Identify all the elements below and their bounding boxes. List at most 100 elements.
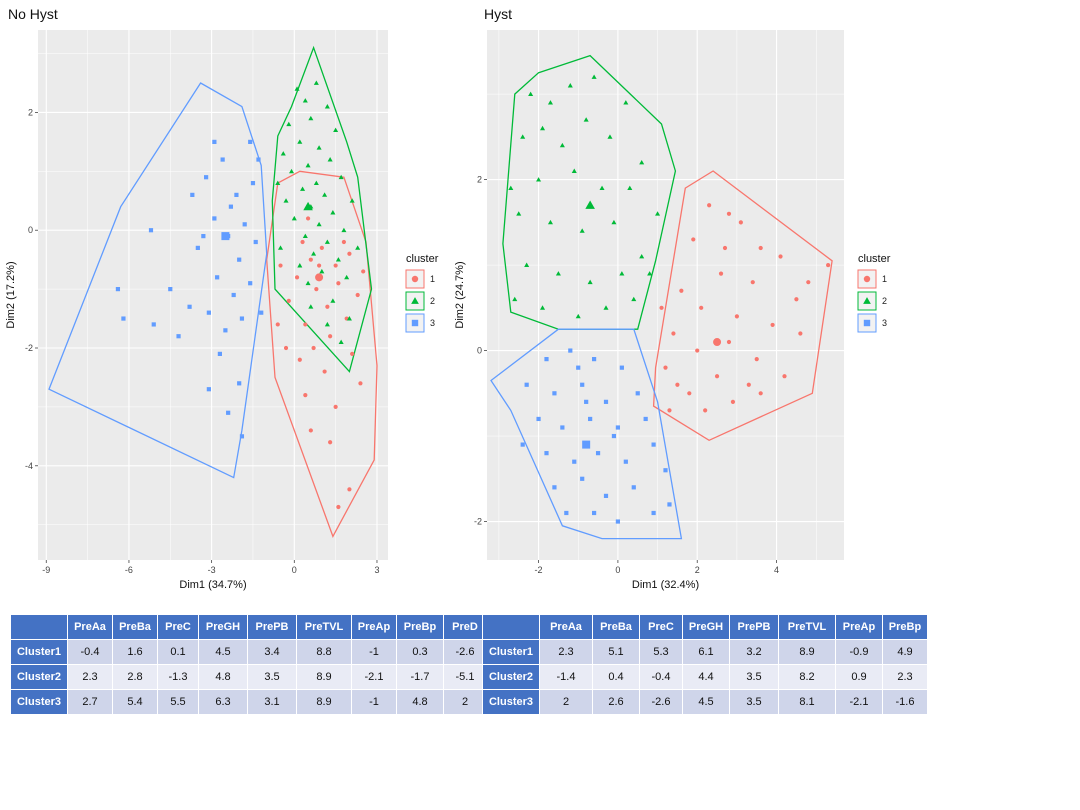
data-point-cluster-3	[212, 139, 217, 144]
data-point-cluster-2	[567, 83, 573, 88]
data-point-cluster-3	[239, 434, 245, 439]
column-header: PreGH	[198, 614, 248, 640]
data-point-cluster-1	[303, 322, 308, 327]
data-point-cluster-2	[316, 221, 322, 227]
data-point-cluster-2	[308, 115, 314, 121]
table-cell: 3.5	[247, 664, 297, 690]
data-point-cluster-3	[663, 468, 668, 473]
table-row: Cluster3 2.7 5.4 5.5 6.3 3.1 8.9 -1 4.8 2	[10, 689, 487, 715]
data-point-cluster-3	[248, 281, 253, 286]
plot-panel-1: -2 0 2 4 -2 0 2 Dim1 (32.4%) Dim2 (24.7%) cluster…	[454, 30, 891, 591]
data-point-cluster-2	[524, 262, 530, 267]
column-header: PreD	[443, 614, 487, 640]
data-point-cluster-3	[588, 416, 593, 422]
table-cell: 0.1	[157, 639, 199, 665]
data-point-cluster-3	[592, 510, 597, 516]
y-axis-title: Dim2 (17.2%)	[5, 261, 17, 328]
data-point-cluster-3	[643, 416, 648, 422]
data-point-cluster-3	[603, 399, 609, 404]
data-point-cluster-3	[201, 234, 206, 239]
data-point-cluster-1	[687, 391, 692, 396]
legend-label-1: 1	[882, 274, 887, 284]
table-cell: -2.1	[351, 664, 397, 690]
table-header-row: PreAa PreBa PreC PreGH PrePB PreTVL PreAp PreBp…	[10, 614, 487, 640]
data-point-cluster-2	[639, 254, 645, 259]
table-cell: 8.1	[778, 689, 836, 715]
data-point-cluster-2	[277, 245, 284, 250]
cluster-centroid-1	[713, 338, 722, 347]
data-point-cluster-2	[330, 210, 336, 215]
data-point-cluster-2	[528, 91, 534, 97]
cluster-centroid-2	[303, 201, 313, 211]
data-point-cluster-3	[206, 387, 211, 392]
data-point-cluster-1	[695, 348, 700, 353]
y-tick-label: 0	[28, 225, 33, 235]
data-point-cluster-1	[707, 203, 712, 208]
row-header: Cluster1	[482, 639, 540, 665]
data-point-cluster-3	[223, 328, 228, 333]
data-point-cluster-1	[750, 280, 755, 285]
chart-title-no-hyst: No Hyst	[8, 6, 58, 22]
legend-symbol-3	[411, 319, 419, 327]
data-point-cluster-2	[579, 228, 585, 233]
column-header: PreC	[639, 614, 683, 640]
data-point-cluster-3	[234, 192, 239, 197]
data-point-cluster-2	[333, 127, 339, 133]
table-cell: 4.9	[882, 639, 928, 665]
column-header: PreGH	[682, 614, 730, 640]
data-point-cluster-2	[324, 321, 330, 327]
table-cell: 8.2	[778, 664, 836, 690]
column-header: PreAa	[539, 614, 593, 640]
data-point-cluster-2	[289, 168, 295, 174]
data-point-cluster-3	[576, 365, 581, 370]
row-header: Cluster3	[482, 689, 540, 715]
data-point-cluster-3	[121, 316, 126, 321]
chart-title-hyst: Hyst	[484, 6, 512, 22]
data-point-cluster-3	[580, 476, 585, 481]
data-point-cluster-2	[349, 198, 355, 203]
table-cell: -5.1	[443, 664, 487, 690]
data-point-cluster-1	[667, 408, 672, 413]
data-point-cluster-1	[714, 374, 720, 379]
table-cell: 4.5	[198, 639, 248, 665]
data-point-cluster-2	[611, 219, 617, 225]
table-row: Cluster2 -1.4 0.4 -0.4 4.4 3.5 8.2 0.9 2.3	[482, 664, 928, 690]
data-point-cluster-3	[611, 433, 617, 439]
data-point-cluster-1	[659, 305, 664, 310]
data-point-cluster-1	[770, 322, 775, 328]
plot-background	[38, 30, 388, 560]
data-point-cluster-1	[308, 257, 313, 262]
y-axis-title: Dim2 (24.7%)	[454, 261, 466, 328]
x-tick-label: -6	[125, 565, 133, 575]
x-tick-label: 2	[695, 565, 700, 575]
legend-title: cluster	[406, 253, 439, 265]
data-point-cluster-1	[333, 263, 338, 268]
data-point-cluster-3	[220, 157, 225, 162]
cluster-centroid-3	[582, 440, 591, 449]
data-point-cluster-3	[667, 502, 672, 507]
data-point-cluster-2	[305, 280, 311, 286]
plot-background	[487, 30, 844, 560]
data-point-cluster-2	[324, 239, 330, 244]
data-point-cluster-1	[275, 322, 280, 327]
table-cell: 8.9	[296, 689, 352, 715]
data-point-cluster-1	[722, 245, 728, 251]
data-point-cluster-2	[275, 180, 281, 186]
data-point-cluster-1	[718, 271, 724, 276]
cluster-hull-1	[266, 170, 378, 538]
data-point-cluster-2	[639, 159, 645, 165]
data-point-cluster-3	[536, 416, 541, 422]
data-point-cluster-1	[350, 351, 355, 356]
data-point-cluster-1	[726, 339, 732, 345]
table-cell: -1.3	[157, 664, 199, 690]
table-cell: 5.5	[157, 689, 199, 715]
y-tick-label: -4	[25, 461, 33, 471]
data-point-cluster-3	[595, 451, 601, 456]
data-point-cluster-3	[176, 334, 181, 339]
table-cell: -0.4	[67, 639, 113, 665]
data-point-cluster-2	[607, 134, 613, 139]
data-point-cluster-2	[338, 339, 344, 345]
y-tick-label: 2	[477, 175, 482, 185]
data-point-cluster-3	[190, 192, 195, 197]
data-point-cluster-3	[572, 459, 577, 464]
